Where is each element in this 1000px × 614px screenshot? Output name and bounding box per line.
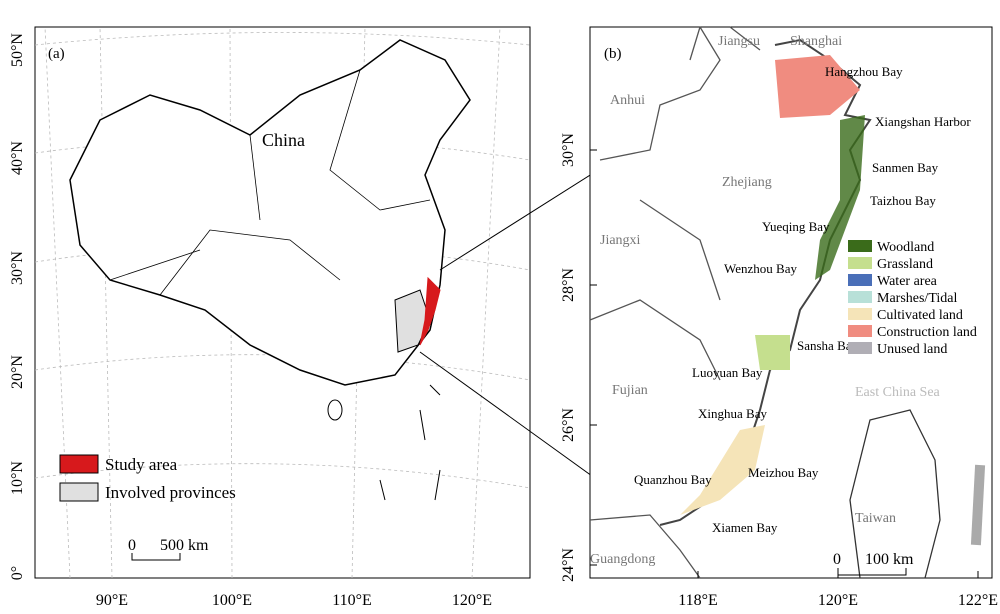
- legend-label: Study area: [105, 455, 178, 474]
- lon-label: 122°E: [958, 592, 998, 609]
- study-area: [419, 276, 441, 346]
- lat-label: 30°N: [9, 251, 26, 285]
- lat-label: 28°N: [560, 268, 577, 302]
- lat-label: 20°N: [9, 355, 26, 389]
- bay-label: Xinghua Bay: [698, 406, 767, 421]
- legend-swatch: [59, 482, 99, 502]
- scale-label: 0: [128, 537, 136, 554]
- scale-bar: [131, 553, 181, 561]
- hainan: [327, 399, 343, 421]
- place-label: Jiangsu: [718, 34, 760, 49]
- place-label: Anhui: [610, 93, 645, 108]
- china-outline: [69, 39, 471, 386]
- bay-label: Taizhou Bay: [870, 193, 936, 208]
- lat-label: 24°N: [560, 548, 577, 582]
- inset-bar: [970, 464, 986, 546]
- lat-label: 10°N: [9, 461, 26, 495]
- legend-swatch: [59, 454, 99, 474]
- lat-label: 30°N: [560, 133, 577, 167]
- legend-swatch: [848, 308, 872, 320]
- legend-label: Construction land: [877, 325, 977, 340]
- panel-label: (b): [604, 46, 622, 62]
- bay-label: Sanmen Bay: [872, 160, 939, 175]
- place-label: Shanghai: [790, 34, 842, 49]
- scale-label: 0: [833, 551, 841, 568]
- bay-label: Xiangshan Harbor: [875, 114, 971, 129]
- scale-label: 500 km: [160, 537, 209, 554]
- land-use: [815, 115, 865, 280]
- lat-label: 50°N: [9, 33, 26, 67]
- legend-label: Involved provinces: [105, 483, 236, 502]
- legend-label: Grassland: [877, 257, 933, 272]
- legend-swatch: [848, 342, 872, 354]
- place-label: Fujian: [612, 383, 648, 398]
- lon-label: 118°E: [678, 592, 718, 609]
- legend-label: Marshes/Tidal: [877, 291, 957, 306]
- legend-label: Unused land: [877, 342, 947, 357]
- bay-label: Xiamen Bay: [712, 520, 778, 535]
- bay-label: Wenzhou Bay: [724, 261, 797, 276]
- legend-swatch: [848, 257, 872, 269]
- lon-label: 120°E: [818, 592, 858, 609]
- bay-label: Luoyuan Bay: [692, 365, 763, 380]
- legend-label: Cultivated land: [877, 308, 963, 323]
- place-label: Taiwan: [855, 511, 896, 526]
- land-use: [680, 425, 765, 515]
- legend-swatch: [848, 291, 872, 303]
- legend-swatch: [848, 240, 872, 252]
- panel-label: (a): [48, 46, 65, 62]
- lon-label: 110°E: [332, 592, 372, 609]
- province-borders: [109, 69, 431, 296]
- lat-label: 0°: [9, 566, 26, 580]
- land-use: [755, 335, 790, 370]
- scale-label: 100 km: [865, 551, 914, 568]
- province-borders: [589, 26, 761, 579]
- bay-label: Yueqing Bay: [762, 219, 830, 234]
- lat-label: 40°N: [9, 141, 26, 175]
- islands: [379, 384, 441, 501]
- lon-label: 120°E: [452, 592, 492, 609]
- scale-bar: [837, 568, 907, 576]
- lon-label: 90°E: [96, 592, 128, 609]
- bay-label: Quanzhou Bay: [634, 472, 712, 487]
- land-use: [775, 55, 860, 118]
- bay-label: Sansha Bay: [797, 338, 859, 353]
- place-label: Jiangxi: [600, 233, 641, 248]
- lon-label: 100°E: [212, 592, 252, 609]
- legend-label: Woodland: [877, 240, 934, 255]
- legend-swatch: [848, 325, 872, 337]
- legend-swatch: [848, 274, 872, 286]
- taiwan: [849, 409, 941, 579]
- place-label: Guangdong: [590, 552, 655, 567]
- lat-label: 26°N: [560, 408, 577, 442]
- place-label: Zhejiang: [722, 175, 772, 190]
- country-label: China: [262, 130, 305, 150]
- bay-label: Meizhou Bay: [748, 465, 819, 480]
- bay-label: Hangzhou Bay: [825, 64, 903, 79]
- legend-label: Water area: [877, 274, 938, 289]
- sea-label: East China Sea: [855, 385, 941, 400]
